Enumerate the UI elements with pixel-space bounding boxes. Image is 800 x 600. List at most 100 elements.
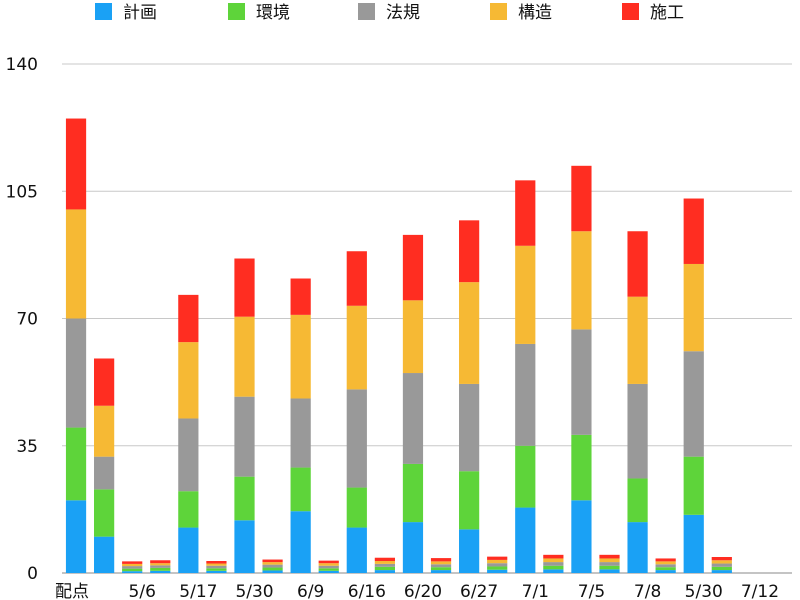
bar-segment [487,566,508,570]
x-tick-label: 5/17 [179,582,217,600]
bar-segment [94,536,115,573]
legend-swatch [358,3,375,20]
bar-segment [234,396,255,477]
bar-segment [234,316,255,397]
bar-segment [402,463,424,523]
x-tick-label: 6/27 [460,582,498,600]
bar-segment [94,489,115,537]
bar-segment [178,527,199,573]
bar-segment [683,351,704,457]
y-tick-label: 140 [6,55,38,75]
bar-segment [683,263,704,352]
bar-segment [627,478,648,523]
bar-segment [430,561,452,565]
bar-segment [290,278,311,315]
bar-segment [627,296,648,384]
legend-label: 環境 [256,3,290,23]
y-tick-label: 70 [16,310,38,330]
bar-segment [346,389,367,488]
bar-segment [515,343,536,446]
gridlines [62,63,792,574]
bar-segment [655,558,676,562]
y-tick-label: 0 [27,564,38,584]
bar-segment [346,251,367,306]
bar-segment [262,564,283,568]
bar-segment [627,231,648,297]
bars [65,118,732,573]
bar-segment [459,471,480,530]
bar-segment [94,405,115,457]
bar-segment [599,562,620,566]
bar-segment [711,566,732,571]
x-tick-label: 5/6 [129,582,156,600]
y-tick-label: 35 [16,437,38,457]
x-tick-label: 5/30 [235,582,273,600]
bar-segment [543,558,564,563]
bar-segment [543,554,564,559]
bar-segment [122,568,143,572]
bar-segment [430,564,452,568]
bar-segment [234,520,255,573]
bar-segment [627,522,648,573]
x-tick-label: 7/12 [741,582,779,600]
bar-segment [122,561,143,564]
bar-segment [262,559,283,563]
bar-segment [655,570,676,573]
bar-segment [234,476,255,521]
bar-segment [206,565,227,569]
bar-segment [318,568,339,571]
bar-segment [346,527,367,573]
bar-segment [599,569,620,573]
bar-segment [599,565,620,570]
bar-segment [150,563,171,566]
bar-segment [627,383,648,479]
bar-segment [543,565,564,570]
bar-segment [459,282,480,384]
bar-segment [515,245,536,344]
x-axis-ticks: 配点 5/6 5/17 5/30 6/9 6/16 6/20 6/27 7/1 7/5 7/8 5/3… [55,582,779,600]
legend-swatch [228,3,245,20]
bar-segment [206,561,227,564]
bar-segment [206,568,227,571]
legend-swatch [95,3,112,20]
bar-segment [178,418,199,492]
bar-segment [571,500,592,573]
bar-segment [290,511,311,573]
legend-label: 施工 [650,3,684,23]
bar-segment [65,209,87,319]
x-tick-label: 7/5 [578,582,605,600]
legend: 計画 環境 法規 構造 施工 [95,3,684,23]
bar-segment [122,571,143,573]
bar-segment [571,231,592,330]
bar-segment [374,563,395,567]
x-tick-label: 6/20 [404,582,442,600]
bar-segment [178,294,199,343]
bar-segment [459,383,480,472]
bar-segment [599,554,620,559]
bar-segment [374,557,395,562]
bar-segment [430,570,452,573]
legend-label: 法規 [386,3,420,23]
bar-segment [262,562,283,565]
legend-label: 構造 [518,3,552,23]
y-axis-ticks: 0 35 70 105 140 [6,55,38,584]
bar-segment [487,556,508,560]
bar-segment [515,180,536,246]
bar-segment [402,373,424,464]
bar-segment [346,487,367,528]
bar-segment [122,566,143,569]
bar-segment [711,560,732,564]
bar-segment [459,529,480,573]
bar-segment [262,567,283,571]
bar-segment [655,561,676,565]
bar-segment [150,567,171,571]
legend-swatch [490,3,507,20]
bar-segment [683,514,704,573]
bar-segment [599,558,620,563]
bar-segment [571,434,592,501]
bar-segment [178,342,199,419]
bar-segment [318,570,339,573]
bar-segment [262,570,283,573]
bar-segment [65,118,87,210]
legend-swatch [622,3,639,20]
